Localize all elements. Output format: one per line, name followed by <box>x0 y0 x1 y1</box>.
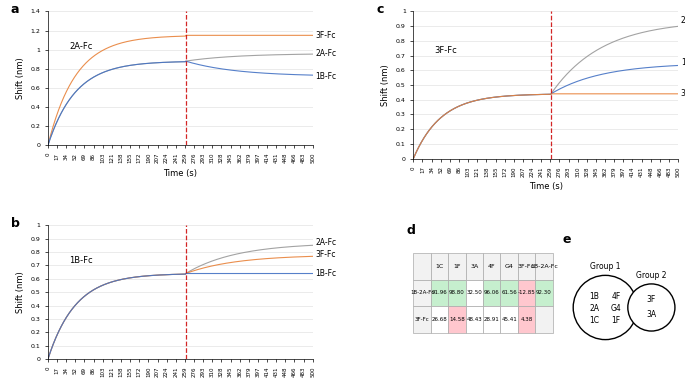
Text: 2A: 2A <box>590 304 599 313</box>
Text: 1F: 1F <box>453 264 460 269</box>
Text: 26.68: 26.68 <box>432 317 447 322</box>
Text: e: e <box>562 233 571 246</box>
Bar <box>413 306 431 333</box>
Text: 28.91: 28.91 <box>484 317 499 322</box>
Bar <box>500 253 518 280</box>
Y-axis label: Shift (nm): Shift (nm) <box>16 271 25 313</box>
Text: 3A: 3A <box>647 311 656 319</box>
Text: 92.30: 92.30 <box>536 290 551 295</box>
Text: 2A-Fc: 2A-Fc <box>315 238 336 247</box>
Bar <box>431 280 448 306</box>
Text: 1B-Fc: 1B-Fc <box>315 72 336 81</box>
Bar <box>483 306 500 333</box>
Text: d: d <box>406 224 415 237</box>
X-axis label: Time (s): Time (s) <box>529 182 563 191</box>
Y-axis label: Shift (nm): Shift (nm) <box>16 57 25 99</box>
Text: c: c <box>376 3 384 16</box>
Text: 96.06: 96.06 <box>484 290 499 295</box>
Text: Group 2: Group 2 <box>636 271 667 280</box>
Text: b: b <box>11 217 20 230</box>
Text: 1F: 1F <box>612 316 621 325</box>
Text: 2A-Fc: 2A-Fc <box>69 42 92 51</box>
Bar <box>448 280 466 306</box>
Text: 61.56: 61.56 <box>501 290 517 295</box>
Bar <box>500 306 518 333</box>
Bar <box>431 306 448 333</box>
Text: 1B-Fc: 1B-Fc <box>315 269 336 278</box>
Text: a: a <box>11 3 19 16</box>
Bar <box>483 280 500 306</box>
Bar <box>413 253 431 280</box>
Bar <box>500 280 518 306</box>
Text: 91.96: 91.96 <box>432 290 447 295</box>
Bar <box>483 253 500 280</box>
Text: -12.85: -12.85 <box>518 290 536 295</box>
Bar <box>518 306 535 333</box>
Text: 4.38: 4.38 <box>521 317 533 322</box>
Bar <box>535 306 553 333</box>
Text: 14.58: 14.58 <box>449 317 464 322</box>
Text: 1C: 1C <box>436 264 444 269</box>
Text: 2A-Fc: 2A-Fc <box>315 49 336 58</box>
Text: 3A: 3A <box>470 264 478 269</box>
Text: 4F: 4F <box>612 292 621 301</box>
Bar <box>413 280 431 306</box>
Bar <box>431 253 448 280</box>
Bar <box>535 253 553 280</box>
Text: 3F-Fc: 3F-Fc <box>315 250 336 259</box>
Text: 98.80: 98.80 <box>449 290 464 295</box>
Bar <box>448 306 466 333</box>
Bar <box>518 253 535 280</box>
Text: 3F: 3F <box>647 296 656 304</box>
Text: 3F-Fc: 3F-Fc <box>414 317 429 322</box>
Text: 1B-2A-Fc: 1B-2A-Fc <box>410 290 434 295</box>
Text: G4: G4 <box>610 304 621 313</box>
Bar <box>466 253 483 280</box>
Text: 1B: 1B <box>590 292 599 301</box>
Text: Group 1: Group 1 <box>590 262 621 271</box>
Bar <box>518 280 535 306</box>
Text: 3F-Fc: 3F-Fc <box>315 31 336 40</box>
Circle shape <box>573 275 638 340</box>
Text: 45.41: 45.41 <box>501 317 517 322</box>
Bar <box>466 306 483 333</box>
Bar <box>466 280 483 306</box>
Text: 3F-Fc: 3F-Fc <box>681 89 685 98</box>
X-axis label: Time (s): Time (s) <box>163 169 197 178</box>
Text: 48.43: 48.43 <box>466 317 482 322</box>
Text: 32.50: 32.50 <box>466 290 482 295</box>
Text: 4F: 4F <box>488 264 495 269</box>
Bar <box>535 280 553 306</box>
Text: 2A-Fc: 2A-Fc <box>681 16 685 25</box>
Text: 1B-2A-Fc: 1B-2A-Fc <box>530 264 558 269</box>
Text: 1B-Fc: 1B-Fc <box>681 58 685 68</box>
Text: 1C: 1C <box>590 316 599 325</box>
Text: 3F-Fc: 3F-Fc <box>434 45 458 55</box>
Bar <box>448 253 466 280</box>
Text: 3F-Fc: 3F-Fc <box>518 264 535 269</box>
Circle shape <box>628 284 675 331</box>
Y-axis label: Shift (nm): Shift (nm) <box>382 64 390 106</box>
Text: G4: G4 <box>505 264 514 269</box>
Text: 1B-Fc: 1B-Fc <box>69 256 92 265</box>
